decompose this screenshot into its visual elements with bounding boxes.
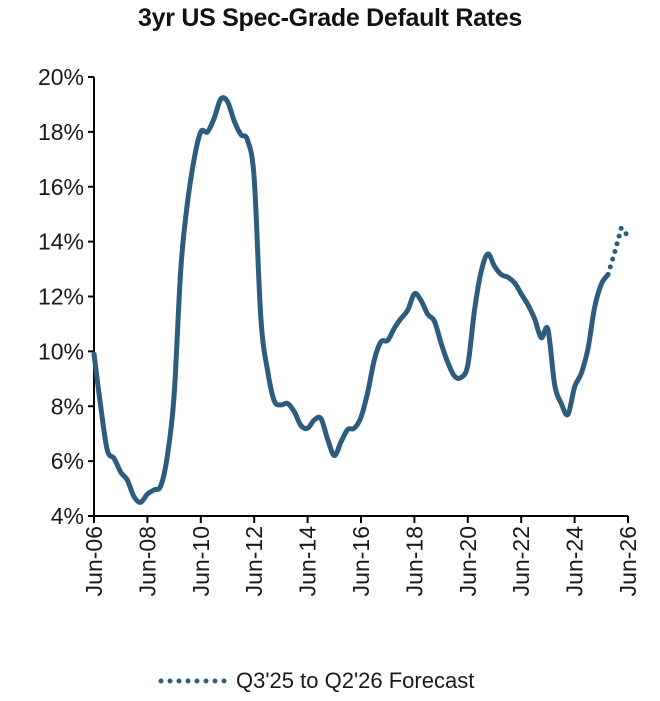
y-tick-label: 16% xyxy=(38,174,84,200)
legend-forecast-label: Q3'25 to Q2'26 Forecast xyxy=(236,668,474,693)
x-tick-label: Jun-08 xyxy=(134,526,160,596)
y-tick-label: 12% xyxy=(38,284,84,310)
forecast-series-line xyxy=(605,222,631,277)
y-tick-label: 14% xyxy=(38,229,84,255)
x-tick-label: Jun-06 xyxy=(81,526,107,596)
x-tick-label: Jun-14 xyxy=(295,526,321,597)
y-tick-label: 20% xyxy=(38,64,84,90)
x-tick-label: Jun-16 xyxy=(348,526,374,596)
x-tick-label: Jun-22 xyxy=(508,526,534,596)
x-tick-label: Jun-10 xyxy=(188,526,214,596)
x-tick-label: Jun-18 xyxy=(401,526,427,596)
y-axis-tick-labels: 4% 6% 8% 10% 12% 14% 16% 18% 20% xyxy=(38,64,84,529)
chart-axes xyxy=(88,76,629,523)
series-layer xyxy=(91,95,631,505)
default-rate-series-line xyxy=(91,95,611,505)
x-tick-label: Jun-26 xyxy=(615,526,641,596)
y-tick-label: 6% xyxy=(51,448,84,474)
y-tick-label: 18% xyxy=(38,119,84,145)
y-tick-label: 8% xyxy=(51,393,84,419)
x-axis-tick-labels: Jun-06 Jun-08 Jun-10 Jun-12 Jun-14 Jun-16 Jun-… xyxy=(81,526,641,597)
chart-legend: Q3'25 to Q2'26 Forecast xyxy=(158,668,474,693)
y-tick-label: 10% xyxy=(38,338,84,364)
chart-title: 3yr US Spec-Grade Default Rates xyxy=(138,4,522,32)
x-tick-label: Jun-24 xyxy=(562,526,588,597)
x-tick-label: Jun-20 xyxy=(455,526,481,596)
y-tick-label: 4% xyxy=(51,503,84,529)
x-tick-label: Jun-12 xyxy=(241,526,267,596)
